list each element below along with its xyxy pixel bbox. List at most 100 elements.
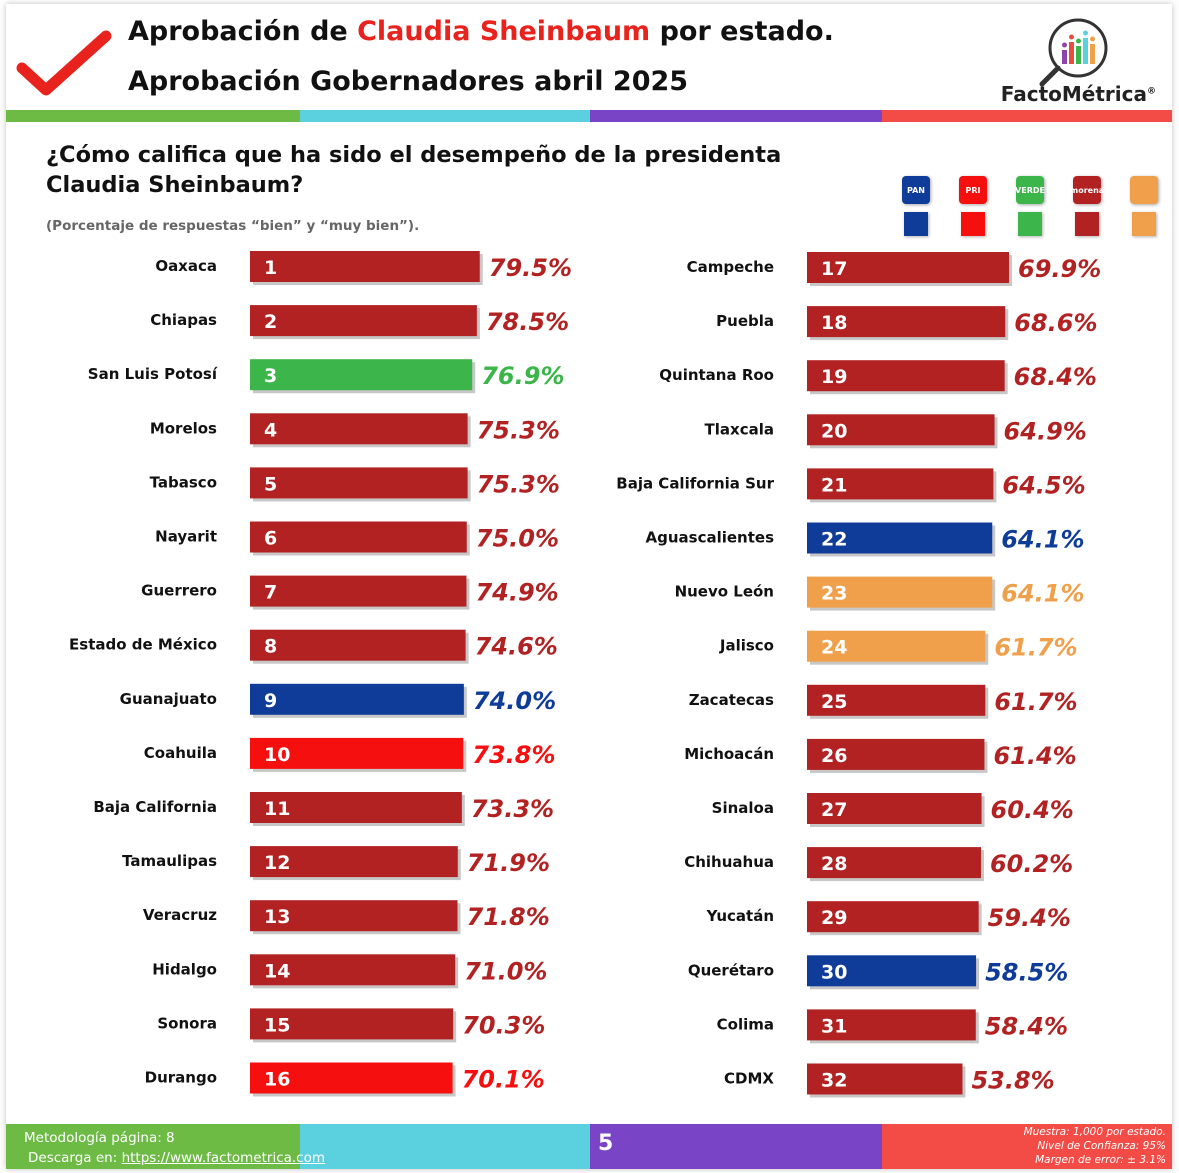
value-label: 76.9% bbox=[481, 362, 564, 390]
value-label: 64.1% bbox=[1001, 526, 1084, 554]
morena-logo-icon: morena bbox=[1070, 176, 1104, 204]
value-label: 74.0% bbox=[473, 687, 556, 715]
approval-bar bbox=[250, 521, 467, 553]
state-label: Michoacán bbox=[684, 745, 774, 763]
state-label: Campeche bbox=[687, 258, 774, 276]
state-label: Oaxaca bbox=[155, 257, 217, 275]
download-prefix: Descarga en: bbox=[28, 1150, 122, 1166]
bar-shadow bbox=[253, 1011, 457, 1043]
state-label: CDMX bbox=[724, 1070, 774, 1088]
bar-row: Zacatecas 25 61.7% bbox=[689, 684, 1078, 719]
state-label: Sinaloa bbox=[712, 799, 774, 817]
bar-row: Colima 31 58.4% bbox=[717, 1009, 1068, 1044]
rank-label: 15 bbox=[264, 1014, 290, 1036]
value-label: 73.3% bbox=[471, 795, 554, 823]
value-label: 71.0% bbox=[464, 957, 547, 985]
top-stripe-purple bbox=[590, 110, 882, 122]
state-label: Morelos bbox=[150, 419, 217, 437]
approval-bar bbox=[250, 683, 464, 715]
rank-label: 16 bbox=[264, 1069, 290, 1091]
value-label: 70.3% bbox=[462, 1011, 545, 1039]
approval-bar bbox=[250, 954, 456, 986]
bar-row: Tlaxcala 20 64.9% bbox=[705, 414, 1087, 449]
footer-stripe-purple bbox=[590, 1124, 882, 1169]
bar-shadow bbox=[253, 903, 461, 935]
bar-shadow bbox=[253, 308, 480, 340]
bar-row: Baja California Sur 21 64.5% bbox=[616, 468, 1086, 503]
value-label: 64.9% bbox=[1004, 417, 1087, 445]
rank-label: 20 bbox=[821, 420, 847, 442]
rank-label: 24 bbox=[821, 637, 847, 659]
rank-label: 21 bbox=[821, 474, 847, 496]
footer bbox=[6, 1124, 1172, 1169]
rank-label: 7 bbox=[264, 582, 277, 604]
value-label: 68.4% bbox=[1014, 363, 1097, 391]
download-link[interactable]: https://www.factometrica.com bbox=[121, 1150, 326, 1166]
value-label: 64.5% bbox=[1002, 471, 1085, 499]
approval-bar bbox=[807, 1009, 976, 1041]
approval-bar bbox=[250, 792, 462, 823]
bar-shadow bbox=[810, 579, 996, 611]
brand-text: FactoMétrica bbox=[1000, 82, 1147, 106]
bar-row: Oaxaca 1 79.5% bbox=[155, 251, 572, 285]
bar-shadow bbox=[253, 1065, 456, 1097]
approval-bar bbox=[250, 305, 477, 337]
bar-row: Guerrero 7 74.9% bbox=[141, 575, 559, 610]
bar-shadow bbox=[810, 417, 998, 449]
rank-label: 25 bbox=[821, 691, 847, 713]
verde-logo-icon: VERDE bbox=[1015, 176, 1045, 204]
party-color-swatch bbox=[1132, 212, 1156, 236]
bar-shadow bbox=[810, 958, 980, 990]
pan-logo-icon: PAN bbox=[902, 176, 930, 204]
state-label: San Luis Potosí bbox=[88, 365, 218, 383]
bar-shadow bbox=[810, 309, 1009, 341]
approval-bar bbox=[250, 1008, 454, 1040]
brand-name: FactoMétrica® bbox=[1001, 82, 1156, 106]
bar-shadow bbox=[810, 741, 988, 773]
bar-shadow bbox=[810, 633, 989, 665]
party-color-swatch bbox=[1018, 212, 1042, 236]
rank-label: 13 bbox=[264, 906, 290, 928]
rank-label: 18 bbox=[821, 312, 847, 334]
bar-row: Hidalgo 14 71.0% bbox=[152, 954, 547, 989]
bar-shadow bbox=[810, 904, 982, 936]
bar-row: Sonora 15 70.3% bbox=[157, 1008, 545, 1043]
rank-label: 19 bbox=[821, 366, 847, 388]
state-label: Querétaro bbox=[688, 961, 774, 979]
value-label: 75.0% bbox=[476, 525, 559, 553]
bar-shadow bbox=[253, 416, 471, 448]
bar-row: Chiapas 2 78.5% bbox=[150, 305, 569, 340]
factometrica-logo-icon bbox=[1039, 18, 1108, 87]
approval-bar bbox=[807, 793, 982, 824]
checkmark-icon bbox=[16, 30, 112, 96]
value-label: 68.6% bbox=[1014, 309, 1097, 337]
approval-bar bbox=[807, 306, 1006, 338]
approval-bar bbox=[250, 1062, 453, 1094]
party-legend-item: PRI bbox=[959, 176, 991, 236]
value-label: 53.8% bbox=[971, 1067, 1054, 1095]
bar-shadow bbox=[810, 255, 1013, 286]
confidence-level: Nivel de Confianza: 95% bbox=[1037, 1140, 1166, 1152]
bar-shadow bbox=[810, 471, 997, 503]
rank-label: 26 bbox=[821, 745, 847, 767]
approval-bar bbox=[250, 900, 458, 932]
bar-shadow bbox=[253, 632, 469, 664]
title-prefix: Aprobación de bbox=[128, 16, 358, 47]
value-label: 70.1% bbox=[462, 1066, 545, 1094]
state-label: Puebla bbox=[716, 312, 774, 330]
bar-shadow bbox=[810, 687, 989, 719]
value-label: 64.1% bbox=[1001, 580, 1084, 608]
approval-bar bbox=[250, 251, 480, 282]
rank-label: 27 bbox=[821, 799, 847, 821]
survey-note: (Porcentaje de respuestas “bien” y “muy … bbox=[46, 218, 420, 234]
bar-row: Estado de México 8 74.6% bbox=[69, 629, 558, 664]
bar-shadow bbox=[253, 470, 471, 502]
state-label: Veracruz bbox=[143, 906, 217, 924]
bar-shadow bbox=[810, 850, 984, 882]
top-stripe-red bbox=[882, 110, 1172, 122]
bar-row: Aguascalientes 22 64.1% bbox=[646, 522, 1085, 557]
approval-bar bbox=[807, 414, 995, 446]
bar-row: Sinaloa 27 60.4% bbox=[712, 793, 1074, 827]
bar-row: Puebla 18 68.6% bbox=[716, 306, 1098, 341]
bar-shadow bbox=[810, 525, 996, 557]
